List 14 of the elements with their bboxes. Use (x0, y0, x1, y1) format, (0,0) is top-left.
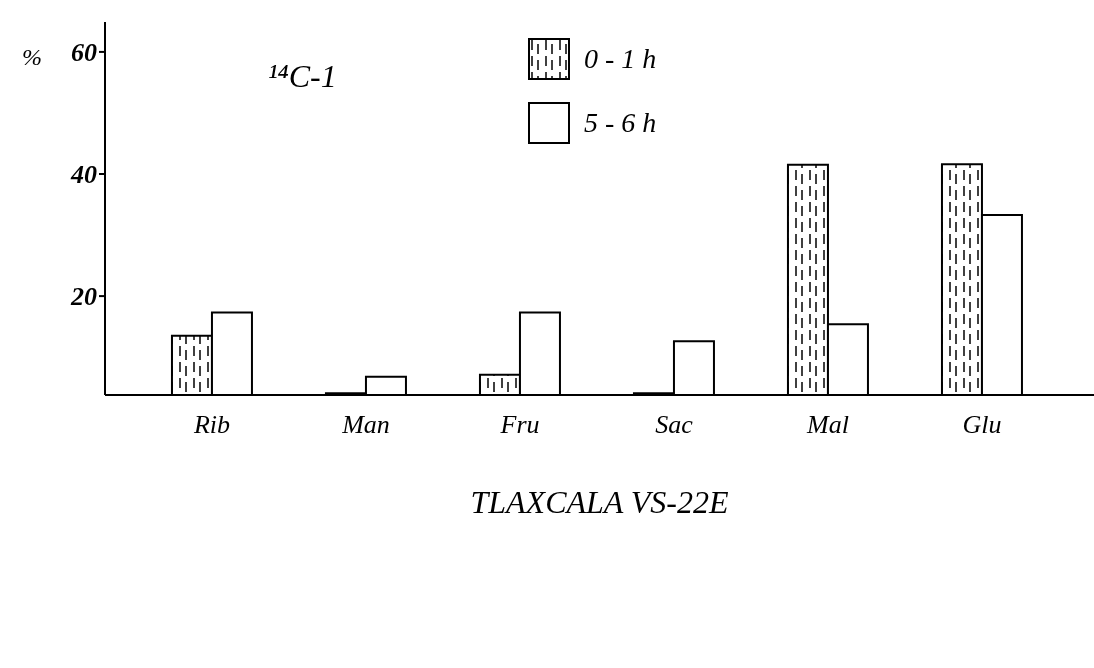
x-tick-label: Glu (962, 410, 1002, 440)
x-tick-label: Mal (806, 410, 849, 440)
y-tick-label: 40 (70, 160, 97, 190)
x-tick-label: Man (341, 410, 390, 440)
x-tick-label: Fru (499, 410, 540, 440)
x-axis-title: TLAXCALA VS-22E (470, 484, 729, 520)
y-axis-title: % (22, 44, 42, 71)
legend-label: 0 - 1 h (584, 43, 657, 75)
y-tick-label: 20 (70, 282, 97, 312)
x-tick-label: Rib (192, 410, 231, 440)
x-tick-label: Sac (655, 410, 694, 440)
annotation: ¹⁴C-1 (268, 58, 337, 95)
y-tick-label: 60 (71, 38, 97, 68)
legend-label: 5 - 6 h (584, 107, 657, 139)
